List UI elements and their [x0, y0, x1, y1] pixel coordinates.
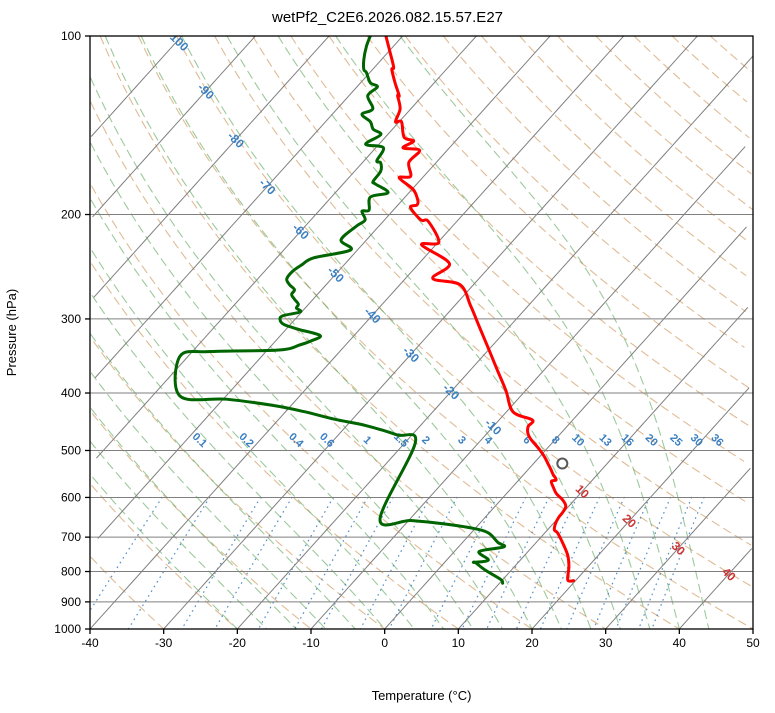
svg-text:800: 800	[61, 565, 81, 579]
svg-text:-40: -40	[81, 636, 99, 650]
svg-text:wetPf2_C2E6.2026.082.15.57.E27: wetPf2_C2E6.2026.082.15.57.E27	[271, 9, 503, 26]
svg-text:500: 500	[61, 444, 81, 458]
svg-text:40: 40	[673, 636, 687, 650]
svg-text:300: 300	[61, 312, 81, 326]
svg-text:400: 400	[61, 386, 81, 400]
svg-text:20: 20	[525, 636, 539, 650]
svg-text:50: 50	[746, 636, 760, 650]
svg-text:-20: -20	[229, 636, 247, 650]
svg-text:Temperature (°C): Temperature (°C)	[372, 688, 472, 703]
svg-text:-10: -10	[302, 636, 320, 650]
svg-text:700: 700	[61, 530, 81, 544]
svg-text:200: 200	[61, 208, 81, 222]
svg-text:0: 0	[381, 636, 388, 650]
svg-text:10: 10	[452, 636, 466, 650]
svg-text:Pressure (hPa): Pressure (hPa)	[4, 289, 19, 376]
svg-text:1000: 1000	[54, 622, 81, 636]
svg-text:900: 900	[61, 595, 81, 609]
svg-text:30: 30	[599, 636, 613, 650]
svg-text:100: 100	[61, 29, 81, 43]
svg-text:-30: -30	[155, 636, 173, 650]
svg-text:600: 600	[61, 490, 81, 504]
